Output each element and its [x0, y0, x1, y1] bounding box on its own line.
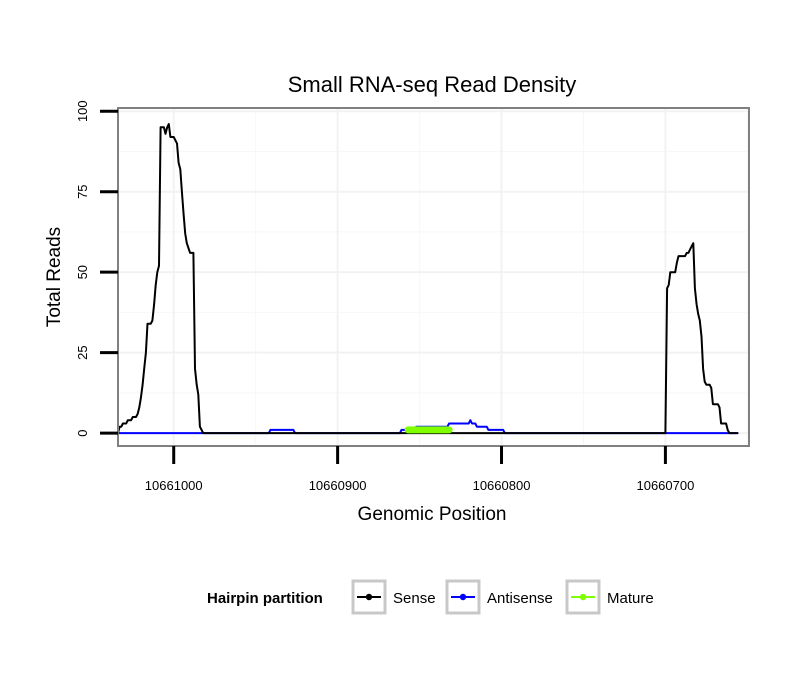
legend-title: Hairpin partition: [207, 590, 323, 607]
legend-entries: Sense Antisense Mature: [351, 579, 654, 615]
plot-border: [117, 107, 750, 447]
chart-title: Small RNA-seq Read Density: [288, 72, 577, 97]
x-tick-label: 10661000: [145, 478, 203, 493]
y-tick-label: 100: [75, 100, 90, 122]
y-axis-title: Total Reads: [44, 227, 65, 327]
x-tick-label: 10660900: [309, 478, 367, 493]
legend-label-sense: Sense: [393, 590, 436, 607]
x-tick-label: 10660700: [636, 478, 694, 493]
legend-key-point-antisense: [459, 593, 467, 601]
series-layer: [117, 123, 739, 435]
legend-label-mature: Mature: [607, 590, 654, 607]
x-tick-label: 10660800: [473, 478, 531, 493]
legend: Hairpin partition Sense Antisense Mature: [207, 579, 654, 615]
x-axis-title: Genomic Position: [358, 504, 507, 525]
y-axis: 0 25 50 75 100: [75, 100, 118, 437]
series-line-antisense: [117, 419, 739, 435]
series-line-sense: [117, 123, 739, 435]
legend-key-point-mature: [579, 593, 587, 601]
grid-minor: [118, 108, 749, 446]
plot-panel: [118, 108, 749, 446]
y-tick-label: 75: [75, 184, 90, 198]
legend-key-point-sense: [365, 593, 373, 601]
x-axis: 10661000 10660900 10660800 10660700: [145, 446, 694, 493]
legend-label-antisense: Antisense: [487, 590, 553, 607]
y-tick-label: 0: [75, 429, 90, 436]
y-tick-label: 25: [75, 345, 90, 359]
y-tick-label: 50: [75, 265, 90, 279]
